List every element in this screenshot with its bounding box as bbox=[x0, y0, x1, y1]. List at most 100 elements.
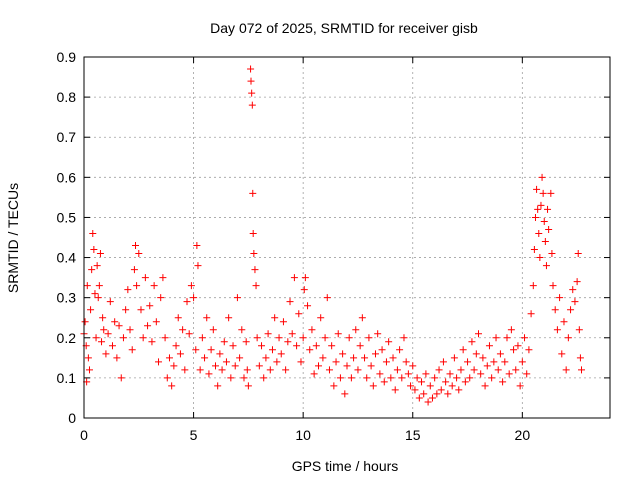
data-point bbox=[262, 354, 270, 362]
data-point bbox=[542, 262, 550, 270]
data-point bbox=[90, 246, 98, 254]
data-point bbox=[83, 282, 91, 290]
data-point bbox=[518, 358, 526, 366]
data-point bbox=[194, 262, 202, 270]
data-point bbox=[420, 390, 428, 398]
data-point bbox=[315, 362, 323, 370]
data-point bbox=[106, 298, 114, 306]
data-point bbox=[119, 334, 127, 342]
data-point bbox=[264, 330, 272, 338]
data-point bbox=[89, 229, 97, 237]
data-point bbox=[341, 390, 349, 398]
data-point bbox=[352, 326, 360, 334]
data-point bbox=[91, 290, 99, 298]
data-point bbox=[334, 330, 342, 338]
data-point bbox=[117, 374, 125, 382]
data-point bbox=[243, 366, 251, 374]
data-point bbox=[492, 334, 500, 342]
data-point bbox=[396, 346, 404, 354]
data-point bbox=[389, 354, 397, 362]
data-point bbox=[87, 306, 95, 314]
data-point bbox=[258, 342, 266, 350]
data-point bbox=[345, 334, 353, 342]
data-point bbox=[576, 354, 584, 362]
data-point bbox=[433, 390, 441, 398]
data-point bbox=[562, 366, 570, 374]
data-point bbox=[533, 185, 541, 193]
data-point bbox=[464, 358, 472, 366]
data-point bbox=[328, 342, 336, 350]
data-point bbox=[382, 358, 390, 366]
data-point bbox=[85, 366, 93, 374]
data-point bbox=[525, 346, 533, 354]
data-point bbox=[424, 398, 432, 406]
data-point bbox=[196, 366, 204, 374]
data-point bbox=[505, 370, 513, 378]
data-point bbox=[159, 274, 167, 282]
data-point bbox=[529, 282, 537, 290]
y-tick-label: 0.7 bbox=[57, 129, 77, 145]
data-point bbox=[567, 306, 575, 314]
data-point bbox=[407, 382, 415, 390]
data-point bbox=[356, 342, 364, 350]
x-tick-labels: 0 5 10 15 20 bbox=[80, 427, 530, 443]
data-point bbox=[266, 366, 274, 374]
data-point bbox=[415, 394, 423, 402]
data-point bbox=[553, 326, 561, 334]
data-point bbox=[483, 362, 491, 370]
data-point bbox=[124, 286, 132, 294]
data-point bbox=[242, 338, 250, 346]
data-points bbox=[80, 65, 586, 406]
data-point bbox=[332, 358, 340, 366]
data-point bbox=[521, 334, 529, 342]
data-point bbox=[255, 362, 263, 370]
data-point bbox=[190, 294, 198, 302]
grid-lines bbox=[84, 57, 610, 418]
data-point bbox=[236, 354, 244, 362]
data-point bbox=[426, 382, 434, 390]
data-point bbox=[99, 314, 107, 322]
data-point bbox=[428, 394, 436, 402]
data-point bbox=[573, 278, 581, 286]
data-point bbox=[367, 362, 375, 370]
data-point bbox=[435, 366, 443, 374]
data-point bbox=[247, 65, 255, 73]
data-point bbox=[146, 302, 154, 310]
x-tick-label: 20 bbox=[515, 427, 531, 443]
data-point bbox=[317, 314, 325, 322]
data-point bbox=[295, 310, 303, 318]
data-point bbox=[96, 250, 104, 258]
data-point bbox=[108, 342, 116, 350]
data-point bbox=[479, 354, 487, 362]
data-point bbox=[111, 318, 119, 326]
data-point bbox=[455, 386, 463, 394]
y-tick-label: 0.1 bbox=[57, 370, 77, 386]
data-point bbox=[139, 334, 147, 342]
data-point bbox=[343, 362, 351, 370]
x-tick-label: 15 bbox=[405, 427, 421, 443]
data-point bbox=[347, 374, 355, 382]
data-point bbox=[531, 213, 539, 221]
data-point bbox=[481, 382, 489, 390]
data-point bbox=[535, 229, 543, 237]
data-point bbox=[547, 189, 555, 197]
data-point bbox=[248, 89, 256, 97]
y-tick-label: 0.8 bbox=[57, 89, 77, 105]
data-point bbox=[95, 282, 103, 290]
data-point bbox=[172, 342, 180, 350]
data-point bbox=[192, 346, 200, 354]
data-point bbox=[203, 314, 211, 322]
data-point bbox=[475, 330, 482, 338]
y-tick-label: 0.3 bbox=[57, 290, 77, 306]
data-point bbox=[472, 350, 480, 358]
data-point bbox=[490, 358, 498, 366]
data-point bbox=[378, 346, 386, 354]
x-tick-label: 10 bbox=[295, 427, 311, 443]
data-point bbox=[98, 338, 106, 346]
data-point bbox=[231, 362, 239, 370]
data-point bbox=[279, 318, 287, 326]
data-point bbox=[306, 346, 314, 354]
data-point bbox=[104, 330, 112, 338]
data-point bbox=[238, 326, 246, 334]
